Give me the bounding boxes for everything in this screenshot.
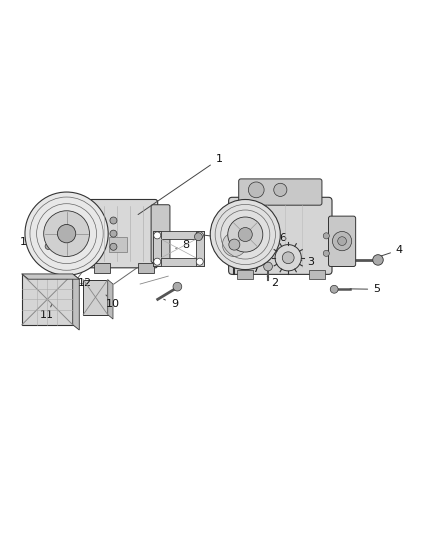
Circle shape xyxy=(210,199,280,270)
Circle shape xyxy=(231,251,237,256)
Circle shape xyxy=(44,211,89,256)
Text: 5: 5 xyxy=(350,284,380,294)
Text: 11: 11 xyxy=(40,304,54,320)
FancyBboxPatch shape xyxy=(89,199,158,268)
Circle shape xyxy=(338,237,346,246)
Bar xyxy=(94,263,110,273)
Circle shape xyxy=(323,251,329,256)
Text: 13: 13 xyxy=(20,237,40,247)
Circle shape xyxy=(264,262,272,271)
Text: 7: 7 xyxy=(233,264,259,273)
Polygon shape xyxy=(73,274,79,330)
Text: 2: 2 xyxy=(267,276,279,288)
Circle shape xyxy=(323,233,329,239)
Text: 1: 1 xyxy=(138,154,223,215)
Circle shape xyxy=(25,192,108,275)
Polygon shape xyxy=(108,280,113,319)
Circle shape xyxy=(196,258,203,265)
Circle shape xyxy=(154,232,161,239)
FancyBboxPatch shape xyxy=(151,205,170,263)
Text: 12: 12 xyxy=(78,278,92,288)
Circle shape xyxy=(282,252,294,264)
Circle shape xyxy=(57,224,76,243)
Circle shape xyxy=(110,217,117,224)
Circle shape xyxy=(231,233,237,239)
Circle shape xyxy=(45,243,51,249)
Circle shape xyxy=(332,231,352,251)
FancyBboxPatch shape xyxy=(229,197,332,274)
Circle shape xyxy=(275,245,301,271)
Text: 8: 8 xyxy=(176,240,190,251)
Circle shape xyxy=(110,243,117,251)
Text: 14: 14 xyxy=(202,233,234,243)
Circle shape xyxy=(216,226,253,263)
Text: 10: 10 xyxy=(106,295,120,309)
Circle shape xyxy=(173,282,182,291)
Polygon shape xyxy=(22,274,79,279)
Bar xyxy=(196,231,204,265)
Polygon shape xyxy=(83,280,108,314)
Circle shape xyxy=(330,285,338,293)
Bar xyxy=(138,263,154,273)
Circle shape xyxy=(373,255,383,265)
Text: 9: 9 xyxy=(164,299,178,309)
Bar xyxy=(153,231,161,265)
Text: 6: 6 xyxy=(248,233,286,243)
Bar xyxy=(237,270,253,279)
Circle shape xyxy=(248,182,264,198)
Text: 3: 3 xyxy=(295,257,314,267)
Bar xyxy=(109,237,127,252)
FancyBboxPatch shape xyxy=(239,179,322,205)
Circle shape xyxy=(274,183,287,197)
Circle shape xyxy=(229,239,240,250)
Text: 4: 4 xyxy=(378,245,403,257)
Circle shape xyxy=(110,230,117,237)
Bar xyxy=(153,258,204,265)
Bar xyxy=(309,270,325,279)
Circle shape xyxy=(223,232,246,256)
Polygon shape xyxy=(22,274,73,325)
Circle shape xyxy=(238,228,252,241)
Circle shape xyxy=(154,258,161,265)
Circle shape xyxy=(228,217,263,252)
Bar xyxy=(153,231,204,239)
Circle shape xyxy=(196,232,203,239)
Circle shape xyxy=(194,233,202,241)
FancyBboxPatch shape xyxy=(328,216,356,266)
